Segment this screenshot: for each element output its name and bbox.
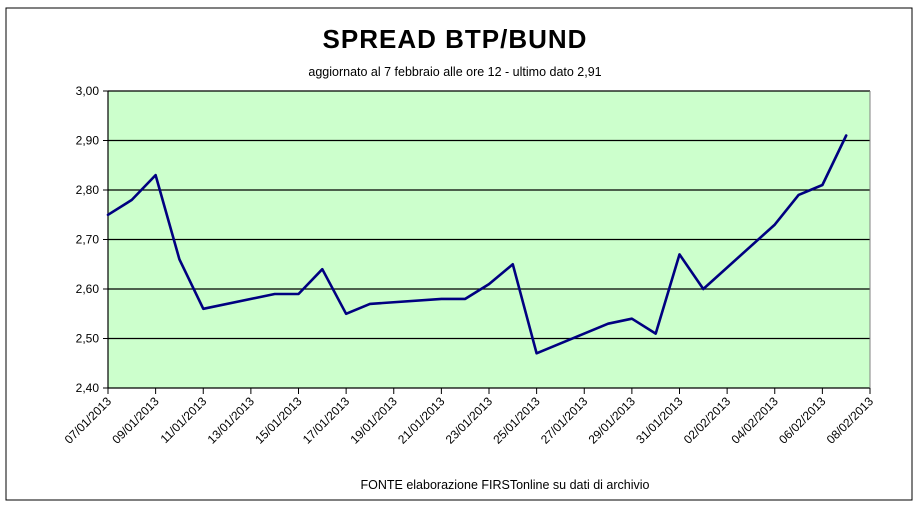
source-note: FONTE elaborazione FIRSTonline su dati d…	[360, 478, 649, 492]
y-tick-label: 2,70	[76, 233, 100, 247]
chart-title: SPREAD BTP/BUND	[323, 24, 588, 54]
series-line	[106, 134, 848, 355]
y-tick-label: 2,90	[76, 134, 100, 148]
y-tick-label: 2,80	[76, 183, 100, 197]
y-axis-ticks: 2,40 2,50 2,60 2,70 2,80 2,90 3,00	[76, 84, 108, 395]
series	[106, 134, 848, 355]
chart-subtitle: aggiornato al 7 febbraio alle ore 12 - u…	[308, 65, 601, 79]
y-tick-label: 2,60	[76, 282, 100, 296]
gridlines	[107, 90, 871, 389]
y-tick-label: 3,00	[76, 84, 100, 98]
y-tick-label: 2,50	[76, 332, 100, 346]
y-tick-label: 2,40	[76, 381, 100, 395]
